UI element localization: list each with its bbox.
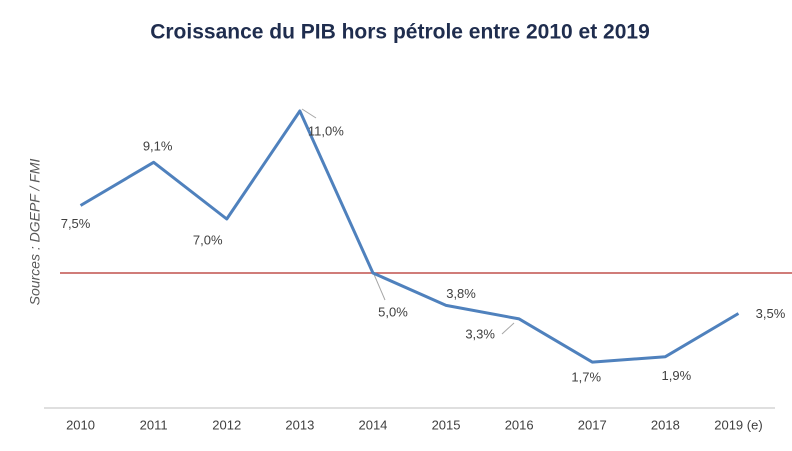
data-label: 11,0% (308, 123, 344, 138)
x-tick-label: 2014 (358, 417, 387, 432)
x-tick-label: 2018 (651, 417, 680, 432)
leader-line (301, 108, 317, 119)
series-line (79, 109, 740, 364)
data-label: 7,5% (61, 216, 91, 231)
x-tick-label: 2019 (e) (714, 417, 762, 432)
y-axis-label: Sources : DGEPF / FMI (27, 159, 43, 306)
x-tick-label: 2016 (505, 417, 534, 432)
data-label: 1,9% (662, 368, 692, 383)
leader-line (372, 271, 386, 301)
chart-title: Croissance du PIB hors pétrole entre 201… (150, 21, 650, 44)
x-tick-label: 2011 (140, 417, 168, 432)
data-label: 5,0% (378, 304, 408, 319)
data-label: 9,1% (143, 139, 173, 154)
x-tick-label: 2012 (212, 417, 241, 432)
data-label: 1,7% (571, 370, 601, 385)
data-label: 7,0% (193, 232, 223, 247)
leader-line (501, 322, 515, 335)
data-label: 3,3% (465, 326, 495, 341)
x-tick-label: 2015 (432, 417, 461, 432)
data-label: 3,8% (446, 286, 476, 301)
x-tick-label: 2017 (578, 417, 607, 432)
x-tick-label: 2010 (66, 417, 95, 432)
data-label: 3,5% (756, 306, 786, 321)
x-tick-label: 2013 (285, 417, 314, 432)
